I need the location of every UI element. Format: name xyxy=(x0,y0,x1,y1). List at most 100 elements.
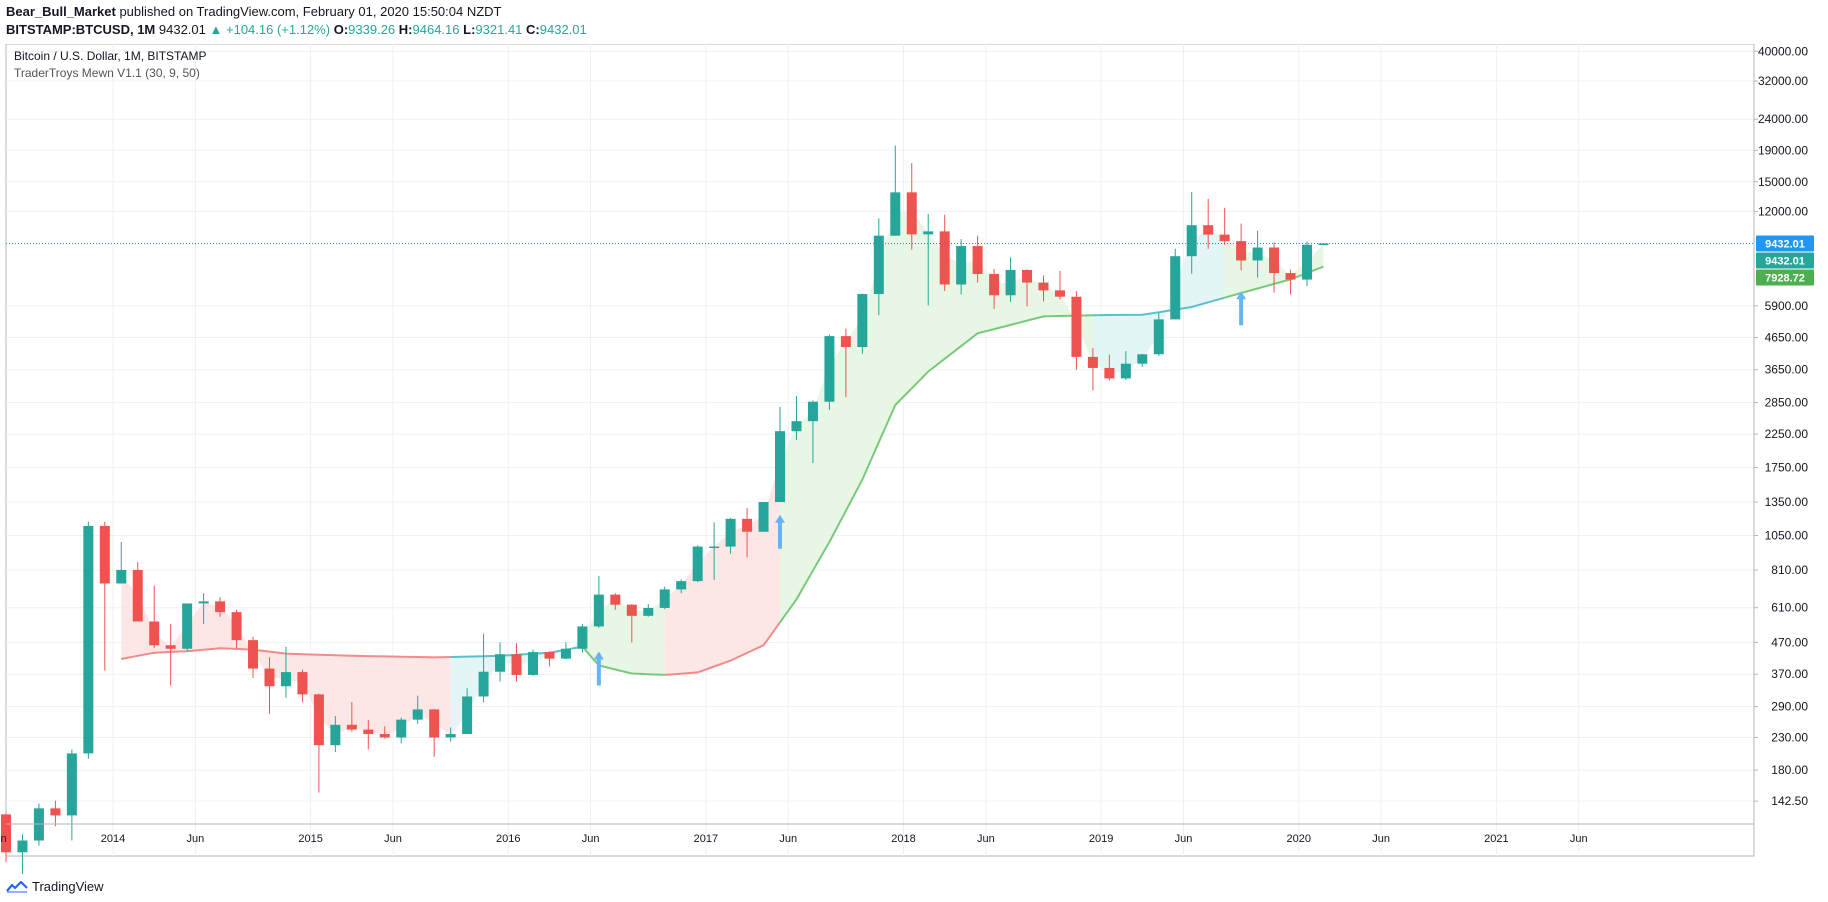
price-badge-label: 9432.01 xyxy=(1765,238,1805,250)
x-tick-label: Jun xyxy=(1175,833,1193,845)
y-tick-label: 2250.00 xyxy=(1765,427,1809,441)
legend-indicator: TraderTroys Mewn V1.1 (30, 9, 50) xyxy=(14,66,200,80)
time-axis[interactable]: Jun 2014 Jun 2015 Jun 2016 Jun 2017 Jun 2018 Jun 20… xyxy=(0,823,1754,845)
candle-2016-09 xyxy=(643,604,654,617)
candle-2016-10 xyxy=(659,586,670,610)
candle-body xyxy=(725,518,736,547)
candle-body xyxy=(1054,290,1065,297)
candle-body xyxy=(1252,247,1263,261)
published-text: published on TradingView.com, February 0… xyxy=(119,4,502,19)
tradingview-logo-icon xyxy=(6,879,28,893)
candle-body xyxy=(429,709,440,738)
candle-body xyxy=(544,652,555,659)
candle-2019-10 xyxy=(1252,230,1263,278)
candle-body xyxy=(989,273,1000,296)
close-value: 9432.01 xyxy=(539,22,587,37)
candle-body xyxy=(1071,296,1082,357)
candle-body xyxy=(1186,225,1197,257)
candle-2015-05 xyxy=(379,726,390,739)
candle-body xyxy=(149,621,160,646)
candle-body xyxy=(956,246,967,285)
candle-2014-07 xyxy=(215,597,226,617)
candle-2019-03 xyxy=(1137,353,1148,367)
x-tick-label: 2021 xyxy=(1484,833,1508,845)
candle-2019-06 xyxy=(1186,192,1197,274)
candle-body xyxy=(610,594,621,605)
candle-body xyxy=(165,645,176,649)
candle-body xyxy=(264,668,275,687)
candle-2015-06 xyxy=(396,717,407,744)
candle-body xyxy=(890,192,901,236)
candle-2013-06 xyxy=(1,813,11,863)
candle-body xyxy=(17,840,28,853)
y-tick-label: 1750.00 xyxy=(1765,461,1809,475)
candle-body xyxy=(692,546,703,582)
price-chart[interactable]: 40000.00 32000.00 24000.00 19000.00 15000.00… xyxy=(0,44,1828,874)
footer-brand[interactable]: TradingView xyxy=(32,878,104,894)
candle-2015-07 xyxy=(412,695,423,724)
legend-title: Bitcoin / U.S. Dollar, 1M, BITSTAMP xyxy=(14,49,207,63)
candle-2015-01 xyxy=(313,693,324,793)
candle-body xyxy=(182,603,193,649)
candle-2019-04 xyxy=(1153,312,1164,356)
open-label: O: xyxy=(333,22,349,37)
candle-2016-01 xyxy=(511,643,522,682)
candle-2017-06 xyxy=(791,395,802,441)
candle-2013-09 xyxy=(50,800,61,827)
candle-body xyxy=(1170,256,1181,320)
x-tick-label: Jun xyxy=(779,833,797,845)
candle-body xyxy=(495,654,506,672)
candle-2014-06 xyxy=(198,593,209,624)
y-tick-label: 2850.00 xyxy=(1765,396,1809,410)
candle-2015-10 xyxy=(462,688,473,735)
candles-group xyxy=(1,145,1329,874)
candle-2016-12 xyxy=(692,545,703,583)
candle-2017-12 xyxy=(890,145,901,236)
y-tick-label: 19000.00 xyxy=(1758,143,1808,157)
candle-2014-11 xyxy=(280,646,291,698)
signal-arrow-shaft xyxy=(596,657,601,686)
candle-body xyxy=(643,607,654,616)
candle-body xyxy=(511,654,522,675)
x-tick-label: 2015 xyxy=(298,833,322,845)
candle-body xyxy=(1104,367,1115,379)
plot-area[interactable] xyxy=(5,44,1755,857)
candle-body xyxy=(972,246,983,274)
price-badge-teal: 9432.01 xyxy=(1756,252,1814,269)
candle-2018-09 xyxy=(1038,275,1049,302)
candle-2016-08 xyxy=(626,604,637,643)
open-value: 9339.26 xyxy=(348,22,396,37)
candle-body xyxy=(396,719,407,738)
candle-2015-11 xyxy=(478,633,489,703)
signal-arrow-shaft xyxy=(1239,297,1244,326)
candle-body xyxy=(1,814,11,853)
candle-body xyxy=(379,734,390,738)
ohlc-line: BITSTAMP:BTCUSD, 1M 9432.01 ▲ +104.16 (+… xyxy=(6,22,587,37)
candle-body xyxy=(280,672,291,687)
close-label: C: xyxy=(526,22,540,37)
candle-body xyxy=(1219,234,1230,242)
price-badge-bg xyxy=(1756,269,1814,286)
candle-2017-07 xyxy=(807,400,818,464)
high-value: 9464.16 xyxy=(412,22,460,37)
candle-2016-11 xyxy=(676,579,687,594)
candle-2013-12 xyxy=(99,521,110,671)
signal-arrow-shaft xyxy=(778,520,783,549)
candle-body xyxy=(1087,356,1098,368)
ma-segment-teal xyxy=(1092,296,1225,317)
candle-body xyxy=(412,709,423,720)
candle-2017-04 xyxy=(758,502,769,532)
candle-2013-08 xyxy=(33,803,44,846)
y-tick-label: 1350.00 xyxy=(1765,495,1809,509)
candle-2019-11 xyxy=(1269,242,1280,293)
author-name[interactable]: Bear_Bull_Market xyxy=(6,4,116,19)
y-tick-label: 3650.00 xyxy=(1765,363,1809,377)
candle-2019-12 xyxy=(1285,269,1296,295)
candle-body xyxy=(807,401,818,422)
price-axis[interactable]: 40000.00 32000.00 24000.00 19000.00 15000.00… xyxy=(1754,44,1808,808)
candle-body xyxy=(1153,319,1164,355)
candle-2015-02 xyxy=(330,716,341,753)
candle-body xyxy=(775,431,786,503)
candle-2014-09 xyxy=(248,636,259,678)
candle-2019-01 xyxy=(1104,354,1115,381)
